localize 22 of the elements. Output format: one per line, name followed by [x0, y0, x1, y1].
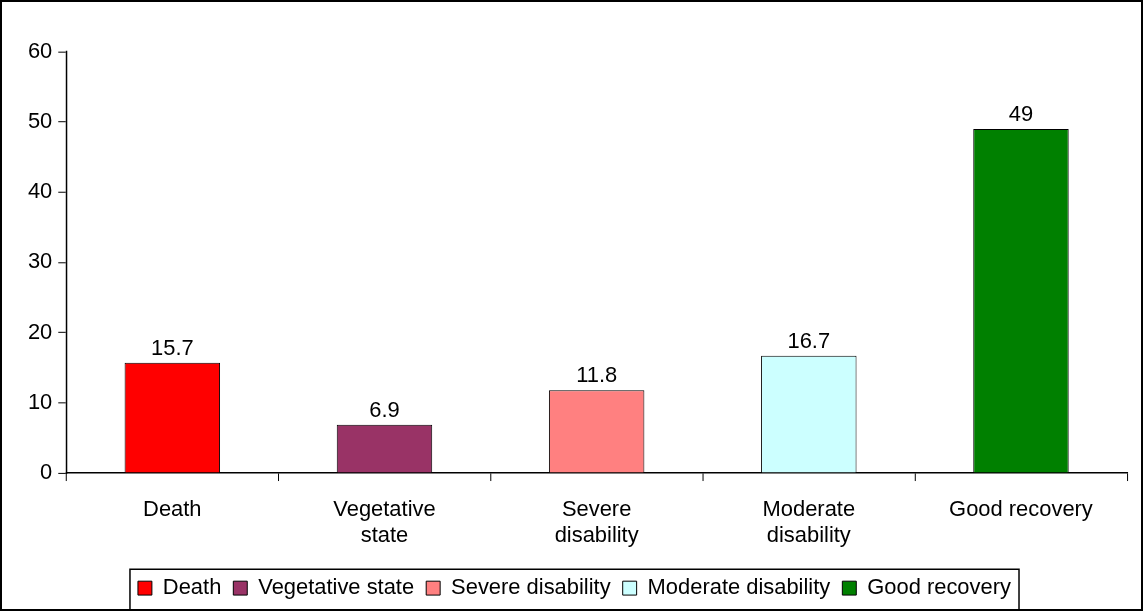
legend-label: Moderate disability [647, 574, 831, 600]
x-tick-label: Moderate disability [762, 496, 856, 548]
y-tick-label: 20 [27, 318, 53, 344]
y-tick-label: 30 [27, 248, 53, 274]
x-tick-label: Good recovery [949, 496, 1093, 522]
legend-label: Severe disability [451, 574, 611, 600]
y-tick-label: 50 [27, 107, 53, 133]
y-tick-label: 0 [40, 459, 53, 485]
x-tick-label: Death [143, 496, 202, 522]
legend-label: Good recovery [867, 574, 1011, 600]
x-tick-label: Vegetative state [333, 496, 436, 548]
data-label: 49 [1008, 101, 1034, 127]
data-label: 11.8 [576, 362, 618, 388]
data-label: 16.7 [787, 327, 831, 353]
data-label: 15.7 [151, 334, 194, 360]
y-tick-label: 60 [27, 37, 53, 63]
data-label: 6.9 [369, 396, 400, 422]
legend-label: Death [162, 574, 222, 600]
x-tick-label: Severe disability [554, 496, 639, 548]
y-tick-label: 10 [27, 388, 53, 414]
y-tick-label: 40 [27, 178, 53, 204]
legend-label: Vegetative state [258, 574, 415, 600]
